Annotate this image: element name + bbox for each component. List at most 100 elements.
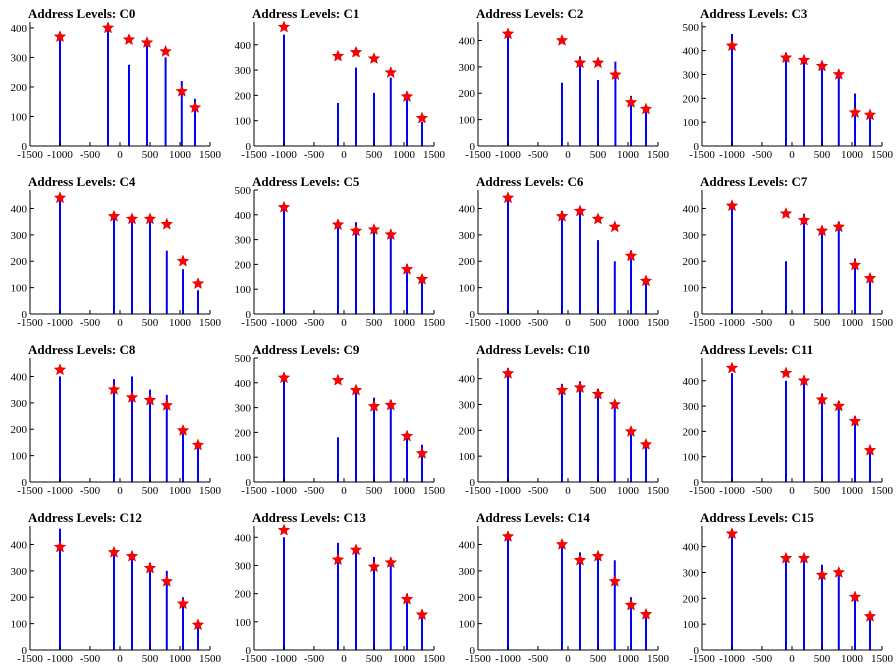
star-marker-icon: [400, 592, 414, 605]
x-tick-label: -1500: [241, 317, 267, 329]
y-tick-label: 200: [235, 259, 252, 271]
star-marker-icon: [349, 543, 363, 556]
star-marker-icon: [608, 574, 622, 587]
x-tick-label: -500: [752, 149, 773, 161]
star-marker-icon: [122, 33, 136, 46]
star-marker-icon: [400, 90, 414, 103]
x-tick-label: 1000: [617, 317, 640, 329]
x-tick-label: 1500: [871, 317, 894, 329]
chart-title: Address Levels: C14: [476, 510, 590, 525]
y-tick-label: 400: [683, 46, 700, 58]
histogram-panel: Address Levels: C15 0 100 200 300 400 -1500 -10…: [683, 510, 894, 665]
y-tick-label: 400: [459, 539, 476, 551]
y-tick-label: 200: [11, 424, 28, 436]
x-tick-label: -500: [304, 149, 325, 161]
y-tick-label: 300: [235, 403, 252, 415]
star-marker-icon: [779, 551, 793, 564]
star-marker-icon: [160, 574, 174, 587]
star-marker-icon: [779, 51, 793, 64]
y-tick-label: 100: [11, 111, 28, 123]
x-tick-label: -500: [304, 317, 325, 329]
x-tick-label: -500: [80, 317, 101, 329]
star-marker-icon: [349, 224, 363, 237]
star-marker-icon: [848, 105, 862, 119]
chart-title: Address Levels: C15: [700, 510, 814, 525]
star-marker-icon: [779, 366, 793, 379]
y-tick-label: 200: [459, 256, 476, 268]
x-tick-label: 500: [366, 149, 383, 161]
star-marker-icon: [384, 227, 398, 241]
y-tick-label: 400: [459, 35, 476, 47]
chart-title: Address Levels: C9: [252, 342, 360, 357]
star-marker-icon: [591, 56, 605, 69]
star-marker-icon: [175, 84, 189, 97]
y-tick-label: 100: [683, 452, 700, 464]
x-tick-label: -1500: [689, 317, 715, 329]
y-tick-label: 0: [470, 477, 476, 489]
x-tick-label: -500: [80, 653, 101, 665]
x-tick-label: -500: [528, 317, 549, 329]
x-tick-label: 0: [565, 317, 571, 329]
y-tick-label: 200: [235, 589, 252, 601]
star-marker-icon: [591, 387, 605, 400]
x-tick-label: -1000: [719, 149, 745, 161]
x-tick-label: -1000: [47, 317, 73, 329]
x-tick-label: 0: [117, 653, 123, 665]
chart-title: Address Levels: C4: [28, 174, 136, 189]
x-tick-label: -1500: [241, 653, 267, 665]
star-marker-icon: [501, 366, 515, 379]
star-marker-icon: [725, 39, 739, 52]
x-tick-label: -1500: [465, 485, 491, 497]
y-tick-label: 0: [246, 141, 252, 153]
star-marker-icon: [848, 414, 862, 427]
star-marker-icon: [725, 361, 739, 374]
x-tick-label: -1500: [17, 317, 43, 329]
y-tick-label: 200: [459, 88, 476, 100]
star-marker-icon: [331, 218, 345, 231]
star-marker-icon: [107, 545, 121, 558]
histogram-panel: Address Levels: C12 0 100 200 300 400 -1500 -10…: [11, 510, 222, 665]
x-tick-label: 0: [117, 485, 123, 497]
star-marker-icon: [815, 393, 829, 406]
y-tick-label: 0: [246, 477, 252, 489]
x-tick-label: -500: [80, 485, 101, 497]
histogram-panel: Address Levels: C13 0 100 200 300 400 -1500 -10…: [235, 510, 446, 665]
x-tick-label: 500: [590, 317, 607, 329]
y-tick-label: 100: [11, 283, 28, 295]
star-marker-icon: [331, 553, 345, 566]
star-marker-icon: [639, 437, 653, 450]
star-marker-icon: [53, 363, 67, 376]
y-tick-label: 400: [459, 374, 476, 386]
x-tick-label: 1000: [169, 653, 192, 665]
x-tick-label: -1000: [47, 653, 73, 665]
y-tick-label: 100: [683, 619, 700, 631]
x-tick-label: 0: [341, 485, 347, 497]
y-tick-label: 200: [683, 256, 700, 268]
star-marker-icon: [609, 68, 622, 81]
y-tick-label: 300: [683, 69, 700, 81]
x-tick-label: -1000: [495, 149, 521, 161]
y-tick-label: 0: [22, 141, 28, 153]
y-tick-label: 500: [683, 22, 700, 34]
x-tick-label: 1500: [871, 653, 894, 665]
y-tick-label: 400: [683, 203, 700, 215]
star-marker-icon: [639, 274, 653, 287]
chart-title: Address Levels: C5: [252, 174, 360, 189]
star-marker-icon: [101, 21, 115, 34]
y-tick-label: 400: [11, 23, 28, 35]
star-marker-icon: [624, 424, 638, 438]
x-tick-label: 1500: [647, 653, 670, 665]
x-tick-label: -500: [752, 317, 773, 329]
star-marker-icon: [125, 390, 139, 403]
x-tick-label: -1000: [271, 653, 297, 665]
chart-title: Address Levels: C11: [700, 342, 813, 357]
y-tick-label: 200: [11, 82, 28, 94]
star-marker-icon: [797, 53, 811, 66]
x-tick-label: -1000: [495, 653, 521, 665]
y-tick-label: 0: [694, 645, 700, 657]
x-tick-label: -1500: [465, 149, 491, 161]
x-tick-label: -500: [528, 149, 549, 161]
histogram-panel: Address Levels: C30100200300400500-1500-…: [683, 6, 894, 161]
x-tick-label: -500: [304, 653, 325, 665]
